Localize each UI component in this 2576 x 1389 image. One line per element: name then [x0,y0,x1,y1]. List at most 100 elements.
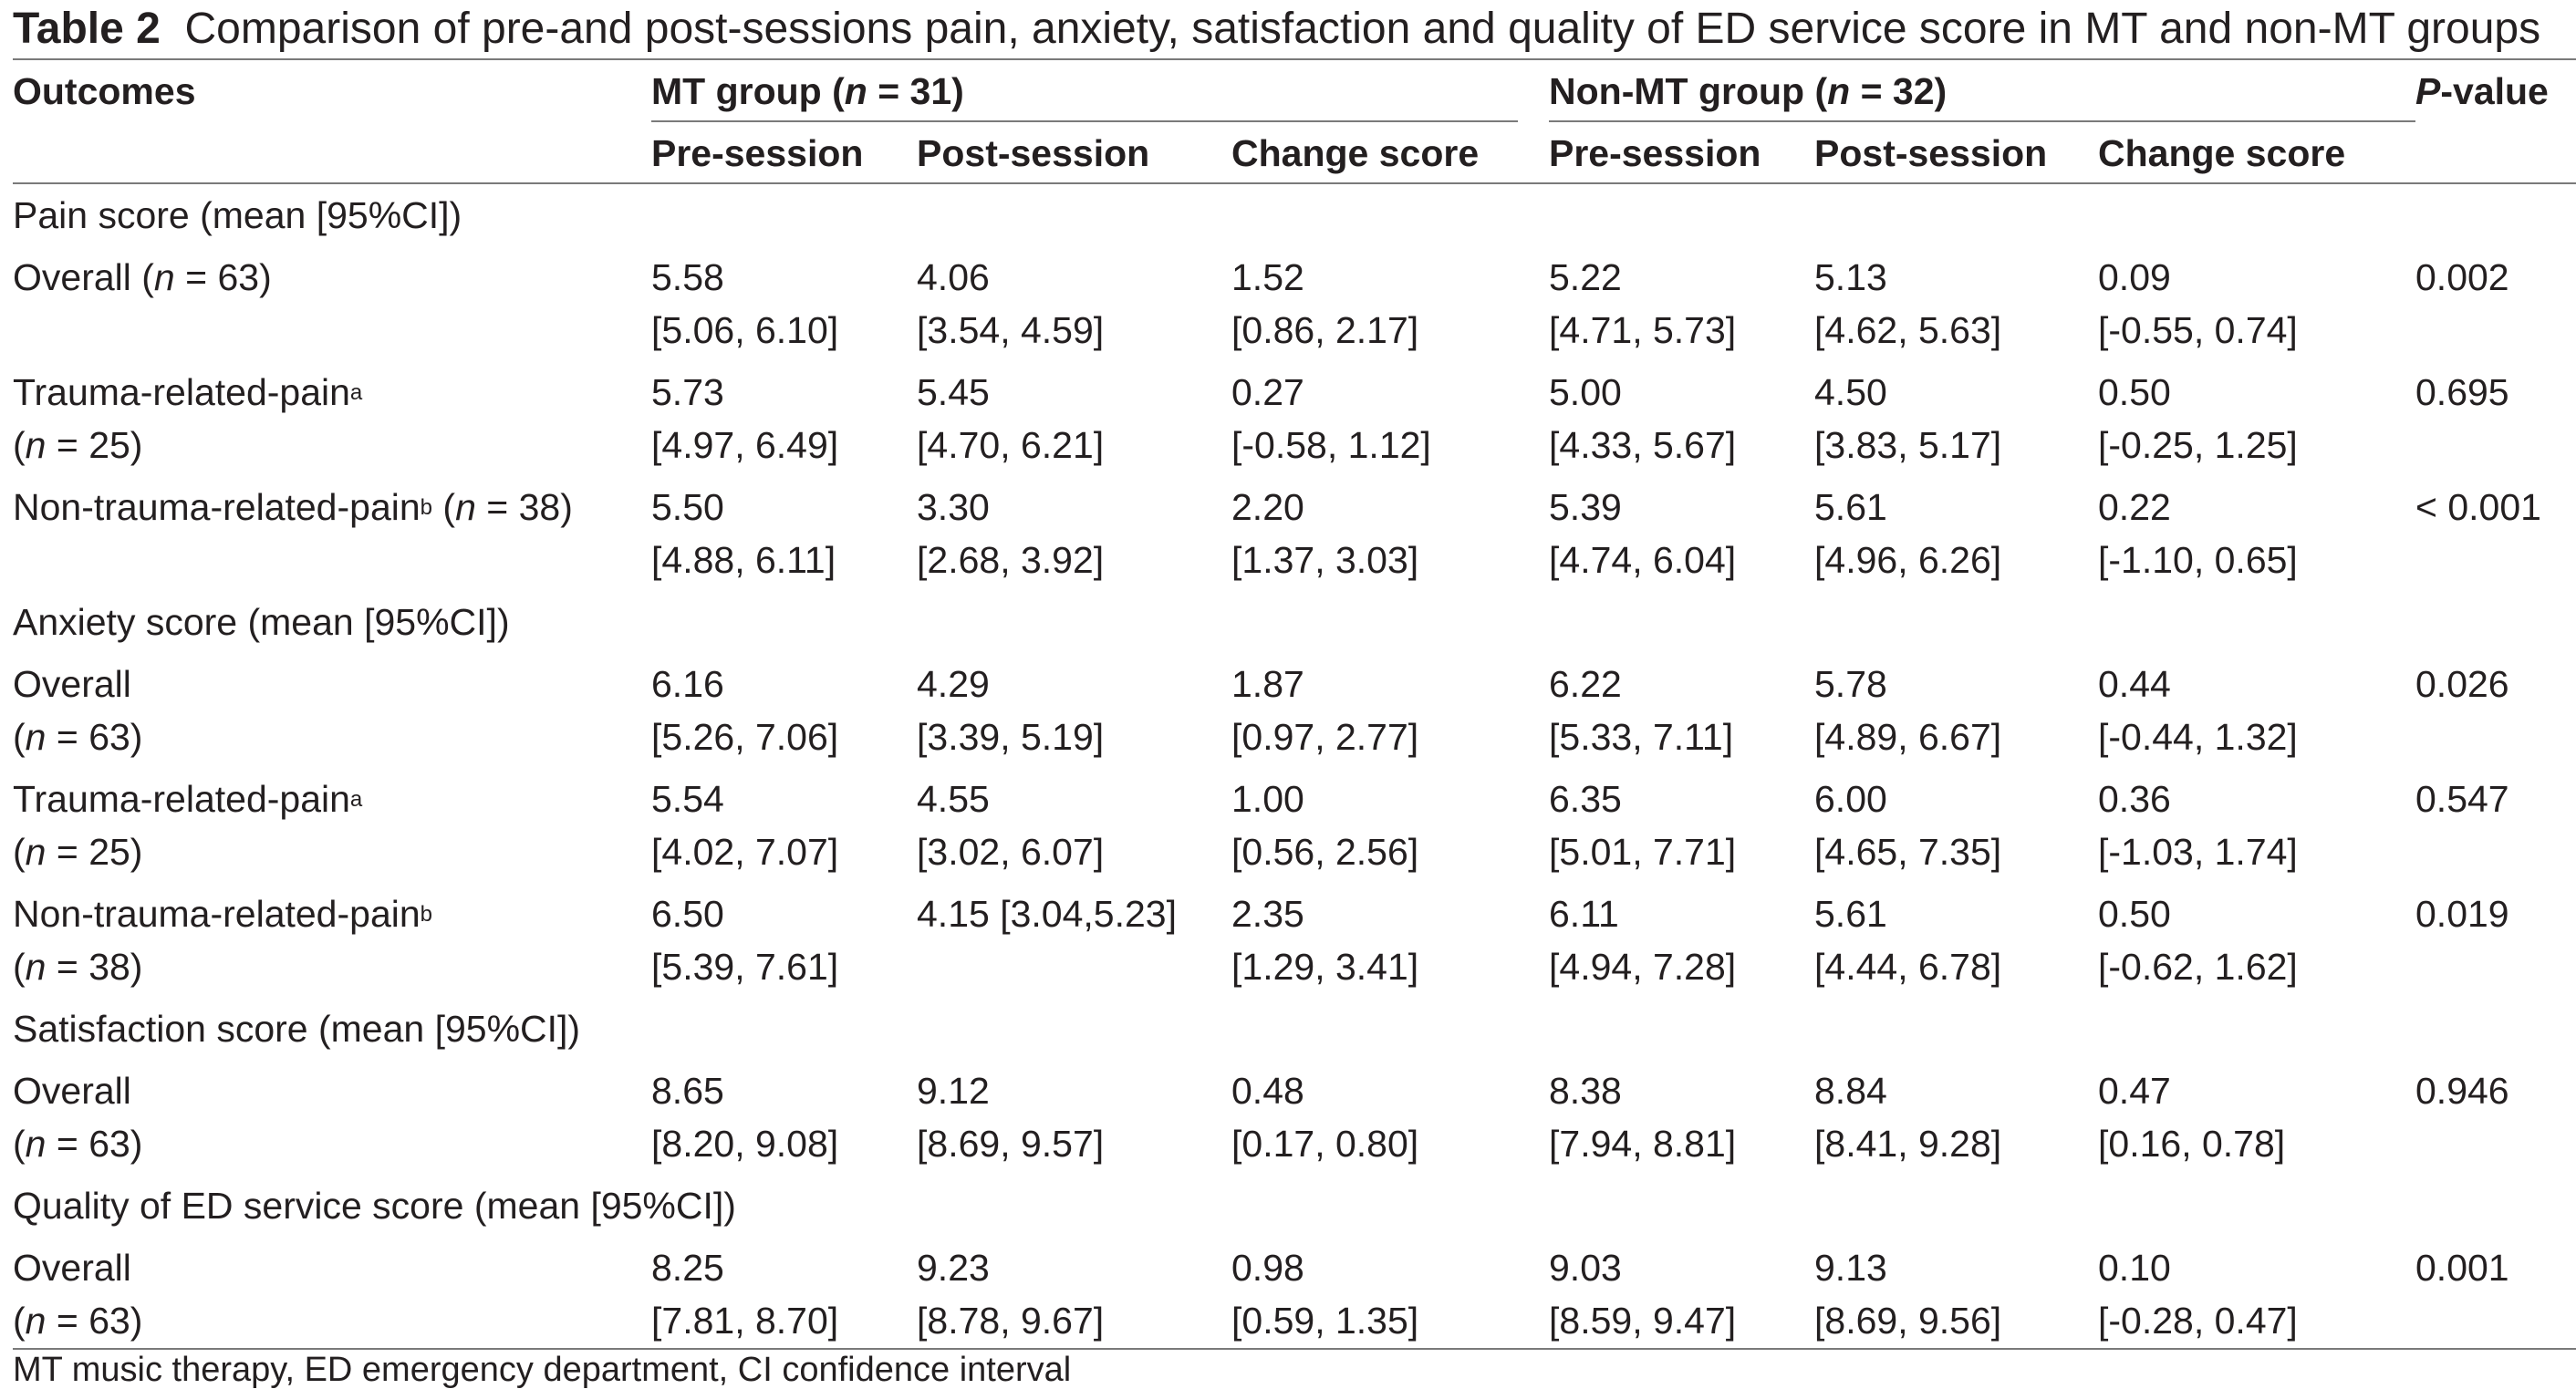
row-label-line2-text: ( [13,831,26,873]
cell-mean: 2.35 [1231,893,1304,935]
cell-mean: 1.87 [1231,663,1304,705]
p-value-header: P-value [2415,66,2549,117]
row-label-after: ( [432,486,456,528]
cell-mean: 0.48 [1231,1070,1304,1112]
p-value-italic: P [2415,70,2441,112]
subheader-5: Change score [2098,132,2346,174]
cell-mean: 0.27 [1231,371,1304,413]
cell-mean: 0.98 [1231,1247,1304,1289]
cell-ci: [0.59, 1.35] [1231,1300,1419,1342]
outcomes-header: Outcomes [13,70,196,112]
cell-ci: [-1.03, 1.74] [2098,831,2298,873]
non-mt-group-header-suffix: = 32) [1850,70,1948,112]
p-value: 0.026 [2415,663,2509,705]
section-title: Pain score (mean [95%CI]) [13,194,462,236]
cell-ci: [2.68, 3.92] [917,539,1105,581]
p-value: < 0.001 [2415,486,2541,528]
cell-ci: [5.39, 7.61] [651,946,839,988]
row-label-line2-text: ( [13,1300,26,1342]
non-mt-group-header: Non-MT group (n = 32) [1549,66,1947,117]
mt-group-header: MT group (n = 31) [651,66,964,117]
cell-mean: 9.23 [917,1247,990,1289]
cell-mean: 4.15 [3.04,5.23] [917,893,1177,935]
header-rule [13,182,2576,184]
cell-mean: 8.65 [651,1070,724,1112]
cell-ci: [0.86, 2.17] [1231,309,1419,351]
mt-group-header-n: n [844,70,867,112]
cell-mean: 8.84 [1814,1070,1887,1112]
p-value: 0.002 [2415,256,2509,298]
cell-ci: [0.16, 0.78] [2098,1123,2286,1165]
row-label-text: Overall ( [13,256,154,298]
cell-ci: [1.29, 3.41] [1231,946,1419,988]
row-label: Overall (n = 63) [13,252,272,303]
row-label-line2: (n = 63) [13,711,142,762]
row-label-line2-post: = 25) [46,424,143,466]
p-value: 0.946 [2415,1070,2509,1112]
row-label-line2: (n = 25) [13,826,142,877]
cell-mean: 4.29 [917,663,990,705]
cell-ci: [4.97, 6.49] [651,424,839,466]
cell-mean: 1.00 [1231,778,1304,820]
cell-ci: [5.33, 7.11] [1549,716,1734,758]
cell-mean: 5.54 [651,778,724,820]
cell-mean: 5.45 [917,371,990,413]
cell-mean: 5.61 [1814,893,1887,935]
cell-ci: [8.59, 9.47] [1549,1300,1737,1342]
p-value-rest: -value [2440,70,2549,112]
row-label-n: n [153,256,175,298]
row-label-n: n [455,486,476,528]
row-label: Non-trauma-related-painb (n = 38) [13,482,573,533]
p-value: 0.001 [2415,1247,2509,1289]
non-mt-group-header-prefix: Non-MT group ( [1549,70,1828,112]
row-label: Overall [13,1242,131,1293]
cell-ci: [8.20, 9.08] [651,1123,839,1165]
row-label-post: = 63) [174,256,272,298]
row-label-footnote-mark: a [349,787,363,812]
row-label: Trauma-related-paina [13,367,362,418]
subheader-3: Pre-session [1549,132,1761,174]
cell-mean: 0.50 [2098,371,2171,413]
row-label-line2: (n = 25) [13,420,142,471]
row-label-line2-n: n [25,831,47,873]
cell-ci: [7.81, 8.70] [651,1300,839,1342]
cell-mean: 2.20 [1231,486,1304,528]
row-label-line2-post: = 63) [46,1300,143,1342]
cell-ci: [4.02, 7.07] [651,831,839,873]
row-label-line2-n: n [25,1300,47,1342]
cell-ci: [-0.44, 1.32] [2098,716,2298,758]
row-label-footnote-mark: b [420,902,433,927]
p-value: 0.019 [2415,893,2509,935]
subheader-1: Post-session [917,132,1150,174]
cell-ci: [8.69, 9.56] [1814,1300,2002,1342]
cell-ci: [5.26, 7.06] [651,716,839,758]
cell-ci: [-0.25, 1.25] [2098,424,2298,466]
cell-ci: [-0.58, 1.12] [1231,424,1431,466]
cell-mean: 5.13 [1814,256,1887,298]
cell-mean: 6.16 [651,663,724,705]
row-label-line2-n: n [25,946,47,988]
cell-ci: [-0.28, 0.47] [2098,1300,2298,1342]
cell-mean: 4.55 [917,778,990,820]
cell-ci: [3.54, 4.59] [917,309,1105,351]
cell-ci: [8.78, 9.67] [917,1300,1105,1342]
cell-ci: [4.96, 6.26] [1814,539,2002,581]
row-label-line2-text: ( [13,1123,26,1165]
table-title: Comparison of pre-and post-sessions pain… [184,5,2541,53]
row-label-line2: (n = 63) [13,1118,142,1169]
cell-mean: 5.61 [1814,486,1887,528]
cell-ci: [5.01, 7.71] [1549,831,1737,873]
section-title: Quality of ED service score (mean [95%CI… [13,1185,736,1227]
mt-group-header-prefix: MT group ( [651,70,845,112]
cell-mean: 0.10 [2098,1247,2171,1289]
row-label-text: Trauma-related-pain [13,778,350,820]
section-title: Satisfaction score (mean [95%CI]) [13,1008,581,1050]
row-label-line2-text: ( [13,424,26,466]
section-title: Anxiety score (mean [95%CI]) [13,601,510,643]
bottom-rule [13,1348,2576,1350]
cell-ci: [4.89, 6.67] [1814,716,2002,758]
cell-mean: 9.13 [1814,1247,1887,1289]
cell-mean: 4.06 [917,256,990,298]
cell-mean: 5.00 [1549,371,1622,413]
row-label-line2-post: = 38) [46,946,143,988]
